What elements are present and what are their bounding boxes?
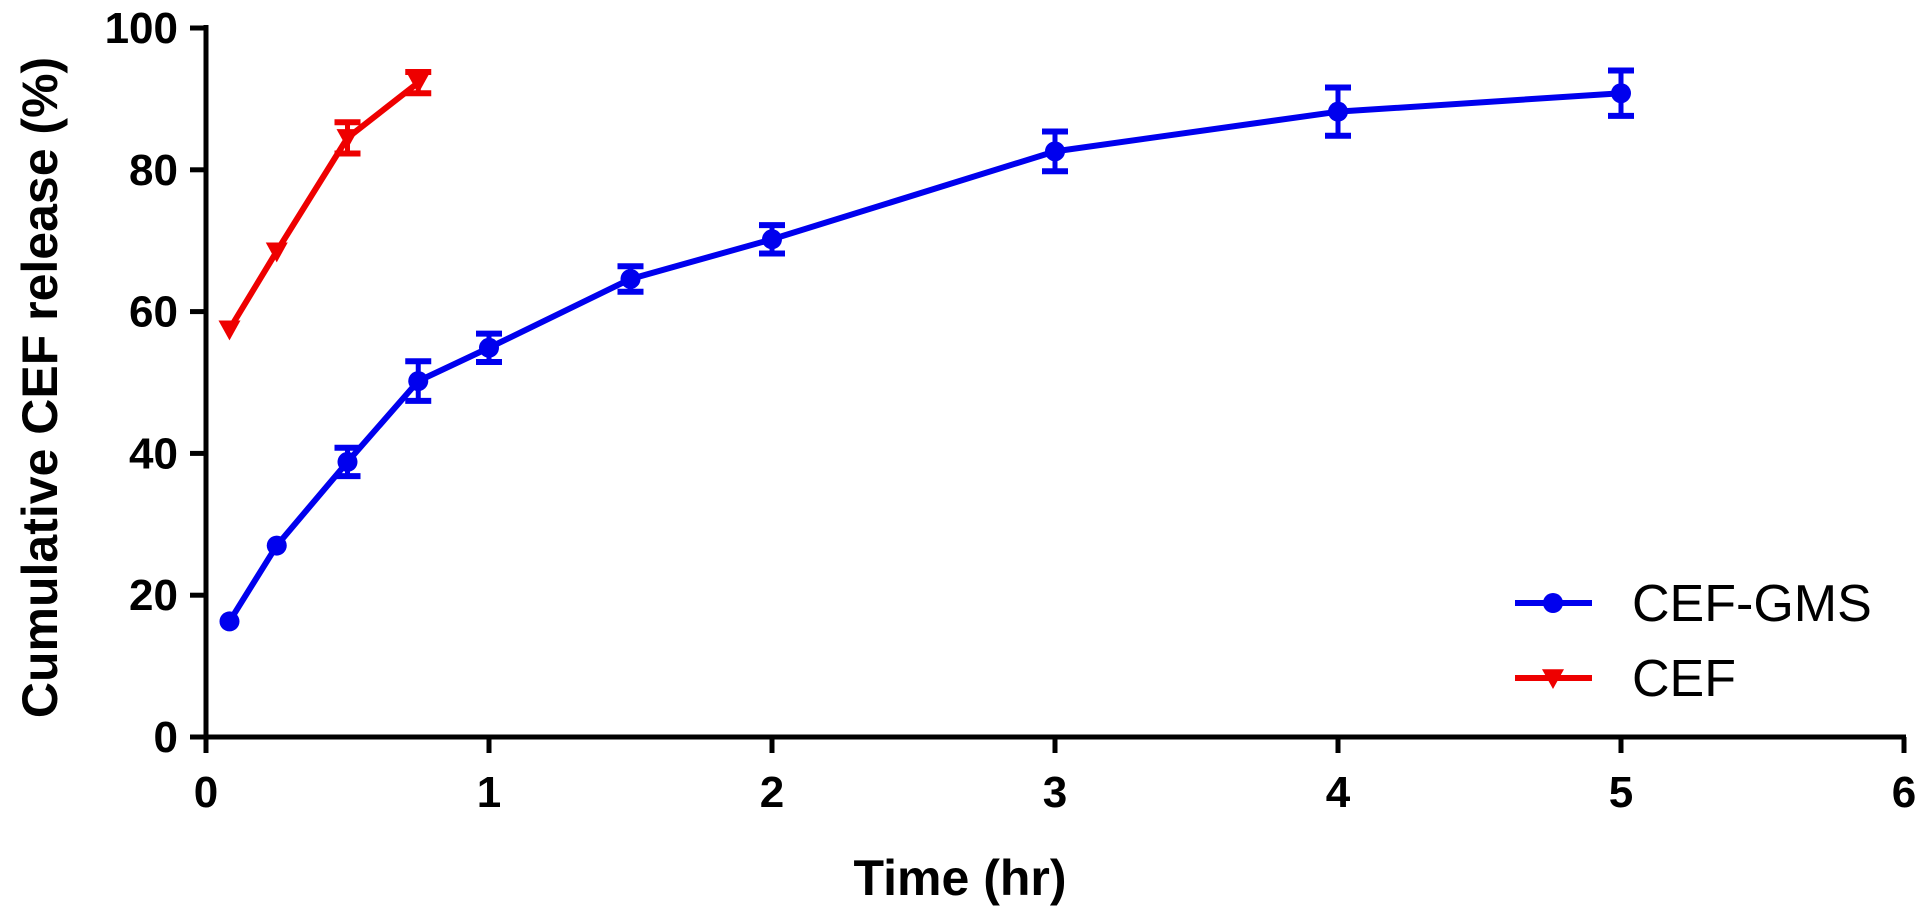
y-tick-label: 60 — [129, 288, 178, 337]
data-point — [1328, 101, 1348, 122]
legend-label: CEF — [1632, 650, 1736, 708]
legend-swatch-marker — [1542, 669, 1564, 689]
y-tick-label: 100 — [105, 4, 178, 53]
series-group — [218, 67, 1634, 632]
data-point — [1045, 141, 1065, 162]
y-tick-label: 20 — [129, 571, 178, 620]
y-tick-label: 0 — [154, 713, 178, 762]
x-axis-title: Time (hr) — [854, 850, 1067, 906]
data-point — [620, 268, 641, 289]
x-ticks: 0 1 2 3 4 5 6 — [194, 737, 1916, 817]
x-tick-label: 3 — [1043, 768, 1067, 817]
x-tick-label: 5 — [1609, 768, 1633, 817]
data-point — [762, 229, 782, 250]
y-axis-title: Cumulative CEF release (%) — [12, 57, 68, 718]
series-line — [226, 80, 421, 331]
data-point — [219, 611, 240, 632]
y-tick-label: 80 — [129, 146, 178, 195]
legend-item: CEF — [1515, 650, 1736, 708]
legend-swatch-marker — [1543, 593, 1563, 613]
x-tick-label: 4 — [1326, 768, 1351, 817]
legend: CEF-GMS CEF — [1515, 575, 1872, 708]
legend-item: CEF-GMS — [1515, 575, 1872, 633]
x-tick-label: 0 — [194, 768, 218, 817]
series-1 — [218, 68, 432, 341]
x-tick-label: 1 — [477, 768, 501, 817]
x-tick-label: 2 — [760, 768, 784, 817]
data-point — [218, 320, 241, 341]
data-point — [337, 451, 358, 472]
data-point — [407, 73, 430, 94]
data-point — [479, 337, 499, 358]
series-0 — [219, 67, 1634, 632]
series-line — [226, 90, 1622, 624]
y-ticks: 0 20 40 60 80 100 — [105, 4, 206, 762]
y-tick-label: 40 — [129, 429, 178, 478]
data-point — [1611, 83, 1631, 104]
data-point — [408, 371, 429, 392]
data-point — [265, 242, 288, 263]
x-tick-label: 6 — [1892, 768, 1916, 817]
legend-label: CEF-GMS — [1632, 575, 1872, 633]
data-point — [336, 129, 359, 149]
data-point — [266, 535, 287, 556]
